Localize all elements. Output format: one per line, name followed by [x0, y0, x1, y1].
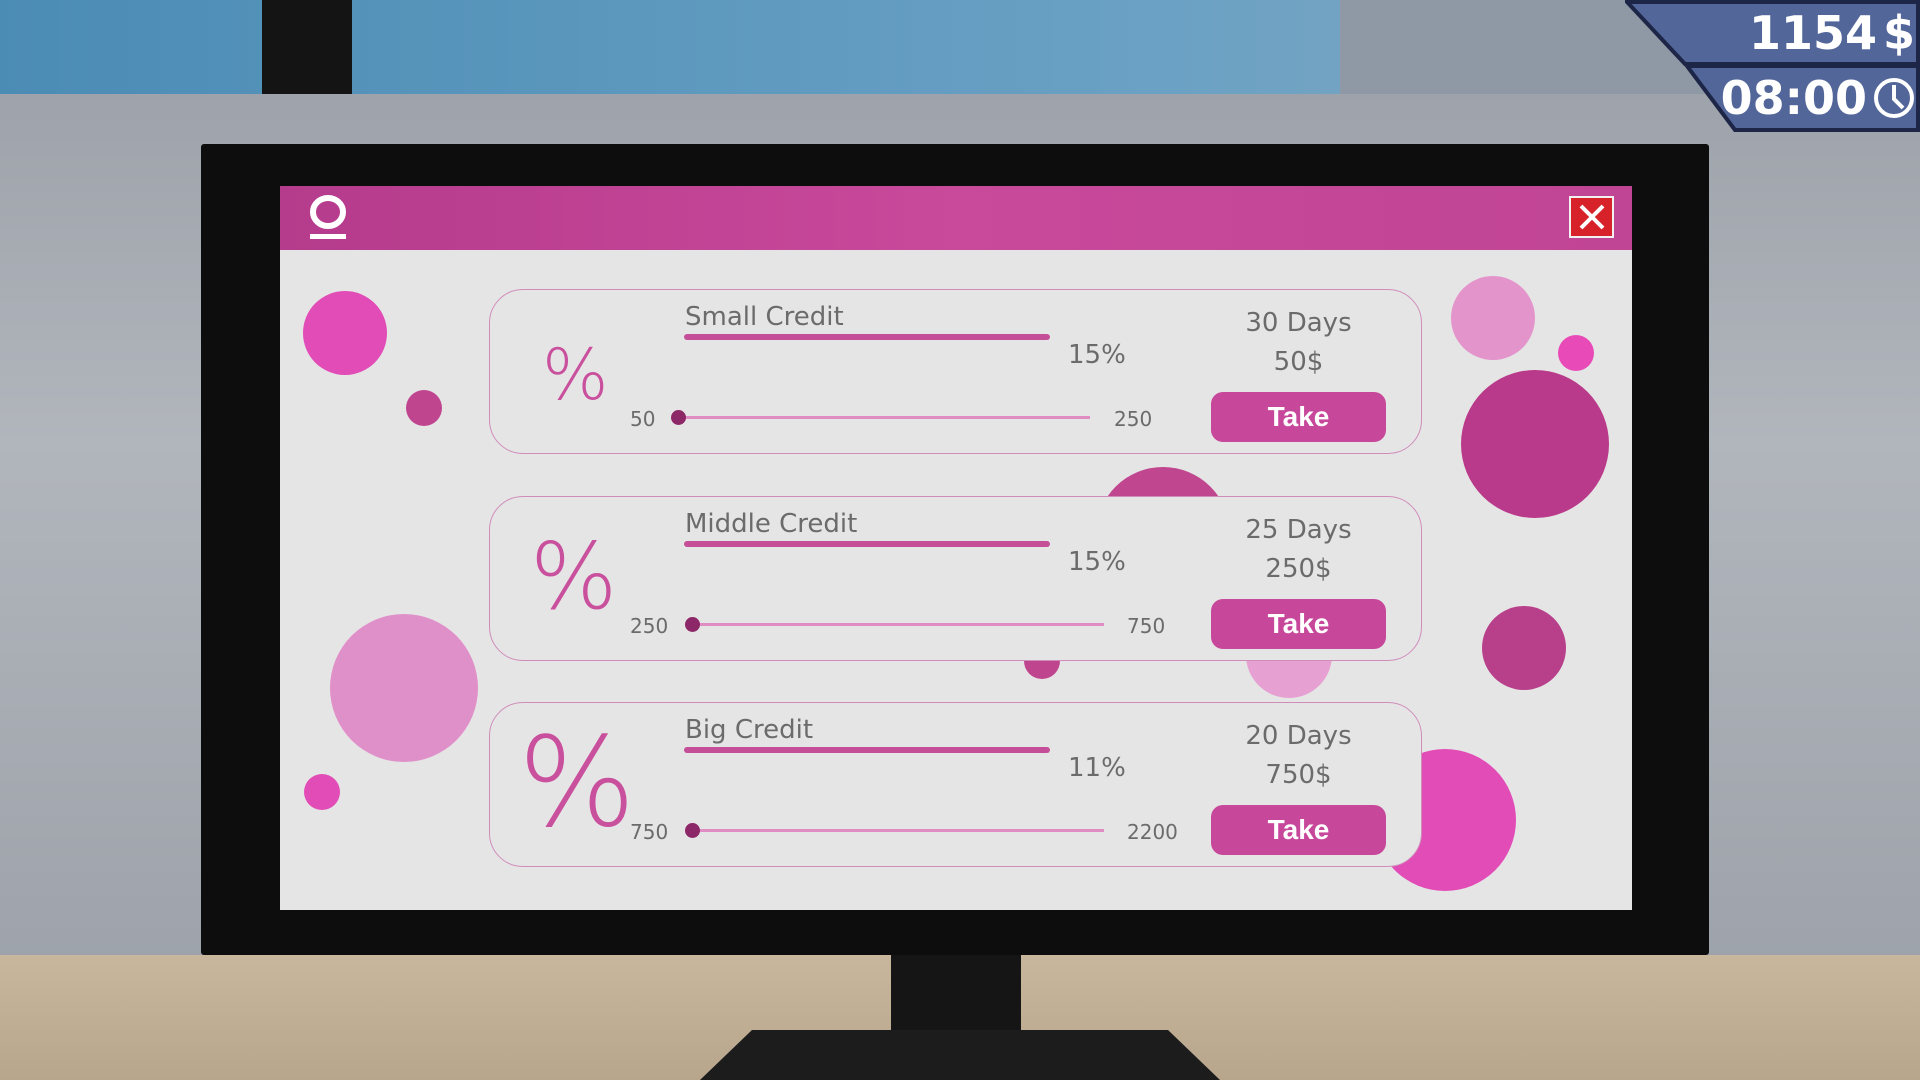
monitor-base: [700, 1030, 1220, 1080]
credit-days: 20 Days: [1245, 721, 1352, 751]
percent-icon: %: [530, 523, 618, 630]
amount-slider-track[interactable]: [678, 416, 1090, 419]
take-button[interactable]: Take: [1211, 392, 1386, 442]
money-value: 1154: [1748, 6, 1877, 60]
decor-circle: [1461, 370, 1609, 518]
monitor-stand: [891, 950, 1021, 1040]
credit-card-middle: % Middle Credit 15% 250 750 25 Days 250$…: [489, 496, 1422, 661]
close-icon: [1579, 204, 1604, 230]
time-display: 08:00: [1721, 71, 1915, 125]
decor-circle: [1451, 276, 1535, 360]
percent-icon: %: [518, 711, 636, 855]
slider-max-label: 2200: [1127, 820, 1178, 844]
credit-title: Big Credit: [685, 715, 814, 745]
credit-title: Small Credit: [685, 302, 844, 332]
title-underline: [684, 747, 1050, 753]
take-button[interactable]: Take: [1211, 599, 1386, 649]
hud-background: [1625, 0, 1920, 132]
slider-max-label: 250: [1114, 407, 1153, 431]
title-underline: [684, 334, 1050, 340]
decor-circle: [304, 774, 340, 810]
amount-slider-handle[interactable]: [671, 410, 686, 425]
bank-app-window: % Small Credit 15% 50 250 30 Days 50$ Ta…: [280, 186, 1632, 910]
slider-min-label: 750: [630, 820, 669, 844]
decor-circle: [330, 614, 478, 762]
credit-days: 25 Days: [1245, 515, 1352, 545]
decor-circle: [1482, 606, 1566, 690]
money-display: 1154 $: [1749, 6, 1915, 60]
decor-circle: [303, 291, 387, 375]
clock-icon: [1874, 78, 1914, 118]
credit-amount: 250$: [1265, 554, 1332, 584]
title-underline: [684, 541, 1050, 547]
app-logo-icon: [310, 195, 346, 239]
time-value: 08:00: [1720, 71, 1867, 125]
credit-card-small: % Small Credit 15% 50 250 30 Days 50$ Ta…: [489, 289, 1422, 454]
credit-card-big: % Big Credit 11% 750 2200 20 Days 750$ T…: [489, 702, 1422, 867]
interest-rate: 15%: [1068, 547, 1126, 577]
slider-min-label: 50: [630, 407, 656, 431]
amount-slider-handle[interactable]: [685, 617, 700, 632]
decor-circle: [1558, 335, 1594, 371]
close-button[interactable]: [1569, 196, 1614, 238]
interest-rate: 11%: [1068, 753, 1126, 783]
slider-min-label: 250: [630, 614, 669, 638]
lamp: [262, 0, 352, 94]
amount-slider-track[interactable]: [692, 623, 1104, 626]
credit-amount: 750$: [1265, 760, 1332, 790]
take-button[interactable]: Take: [1211, 805, 1386, 855]
hud-panel: 1154 $ 08:00: [1625, 0, 1920, 132]
dollar-icon: $: [1882, 6, 1915, 60]
slider-max-label: 750: [1127, 614, 1166, 638]
title-bar: [280, 186, 1632, 250]
decor-circle: [406, 390, 442, 426]
credit-amount: 50$: [1273, 347, 1324, 377]
amount-slider-track[interactable]: [692, 829, 1104, 832]
credit-days: 30 Days: [1245, 308, 1352, 338]
percent-icon: %: [542, 334, 609, 416]
credit-title: Middle Credit: [685, 509, 858, 539]
amount-slider-handle[interactable]: [685, 823, 700, 838]
interest-rate: 15%: [1068, 340, 1126, 370]
